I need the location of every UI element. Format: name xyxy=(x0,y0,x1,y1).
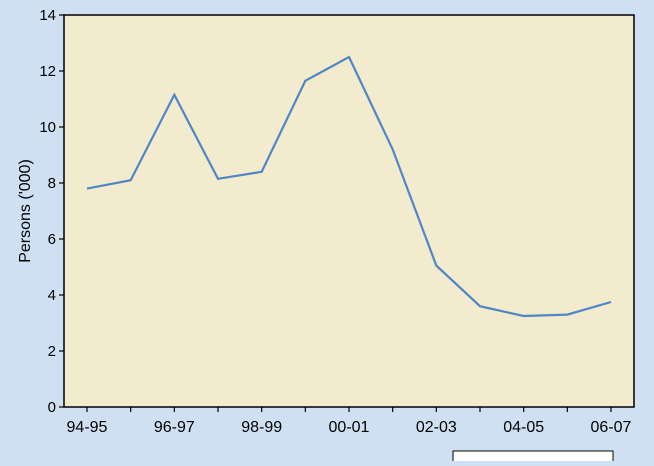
y-tick-label: 4 xyxy=(48,287,56,304)
y-tick-label: 8 xyxy=(48,175,56,192)
x-tick-label: 02-03 xyxy=(416,419,457,436)
series-layer xyxy=(86,55,612,318)
x-axis-ticks: 94-95 96-97 98-99 00-01 02-03 04-05 06-07 xyxy=(67,407,632,436)
x-tick-label: 06-07 xyxy=(591,419,632,436)
x-tick-label: 98-99 xyxy=(241,419,282,436)
y-tick-label: 2 xyxy=(48,343,56,360)
x-tick-label: 00-01 xyxy=(329,419,370,436)
plot-area xyxy=(63,14,635,408)
y-tick-label: 10 xyxy=(39,119,56,136)
x-tick-label: 04-05 xyxy=(503,419,544,436)
x-tick-label: 96-97 xyxy=(154,419,195,436)
y-tick-label: 12 xyxy=(39,63,56,80)
y-tick-label: 0 xyxy=(48,399,56,416)
legend-box xyxy=(452,450,614,466)
x-tick-label: 94-95 xyxy=(67,419,108,436)
y-axis-ticks: 0 2 4 6 8 10 12 14 xyxy=(39,7,64,416)
y-tick-label: 14 xyxy=(39,7,56,24)
series-line-1 xyxy=(86,55,612,318)
y-tick-label: 6 xyxy=(48,231,56,248)
y-axis-label: Persons ('000) xyxy=(17,159,34,263)
